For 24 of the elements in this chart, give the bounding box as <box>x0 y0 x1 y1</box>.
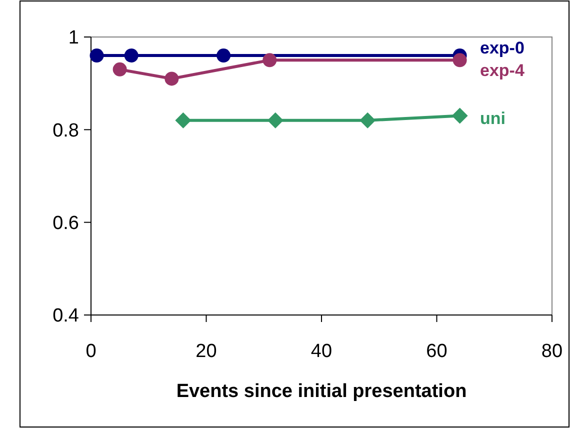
point <box>112 62 127 76</box>
y-tick-label: 0.8 <box>52 120 79 142</box>
point <box>262 53 277 68</box>
x-tick-label: 20 <box>196 341 217 362</box>
point <box>216 48 231 63</box>
x-tick-label: 0 <box>86 341 96 362</box>
x-tick-label: 60 <box>426 341 448 362</box>
y-tick-label: 0.4 <box>52 306 80 327</box>
point <box>90 48 104 63</box>
point <box>360 112 376 128</box>
series-label: exp-4 <box>480 61 525 80</box>
y-tick-label: 1 <box>68 28 79 49</box>
point <box>175 112 192 128</box>
series-label: uni <box>480 108 506 128</box>
series-label: exp-0 <box>480 38 524 58</box>
point <box>124 48 138 63</box>
x-tick-label: 80 <box>541 341 563 362</box>
point <box>267 112 284 128</box>
x-axis-title: Events since initial presentation <box>176 381 467 402</box>
x-tick-label: 40 <box>310 341 332 362</box>
point <box>164 72 179 86</box>
point <box>452 108 468 124</box>
y-tick-label: 0.6 <box>52 212 79 234</box>
point <box>452 53 467 68</box>
